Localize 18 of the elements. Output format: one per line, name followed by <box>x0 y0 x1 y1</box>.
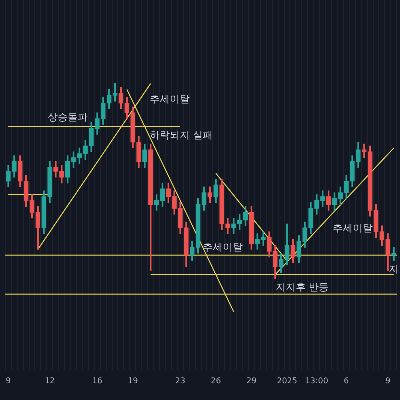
x-tick-label: 23 <box>175 376 186 386</box>
text: 지지후 반등 <box>276 282 330 294</box>
x-tick-label: 6 <box>344 376 350 386</box>
x-tick-label: 9 <box>6 376 12 386</box>
annotation: 상승돌파 <box>48 112 88 124</box>
x-tick-label: 12 <box>44 376 56 386</box>
x-tick-label: 2025 <box>277 376 298 386</box>
annotation: 하락되지 실패 <box>150 130 214 142</box>
x-tick-label: 16 <box>92 376 103 386</box>
x-tick-label: 26 <box>211 376 222 386</box>
x-tick-label: 9 <box>386 376 391 386</box>
annotation: 추세이탈 <box>333 224 373 235</box>
x-tick-label: 29 <box>246 376 257 386</box>
x-tick-label: 13:00 <box>305 376 328 386</box>
annotation: 추세이탈 <box>203 242 243 254</box>
annotation: 지 <box>389 264 399 276</box>
annotation: 추세이탈 <box>150 94 190 106</box>
x-tick-label: 19 <box>128 376 138 386</box>
